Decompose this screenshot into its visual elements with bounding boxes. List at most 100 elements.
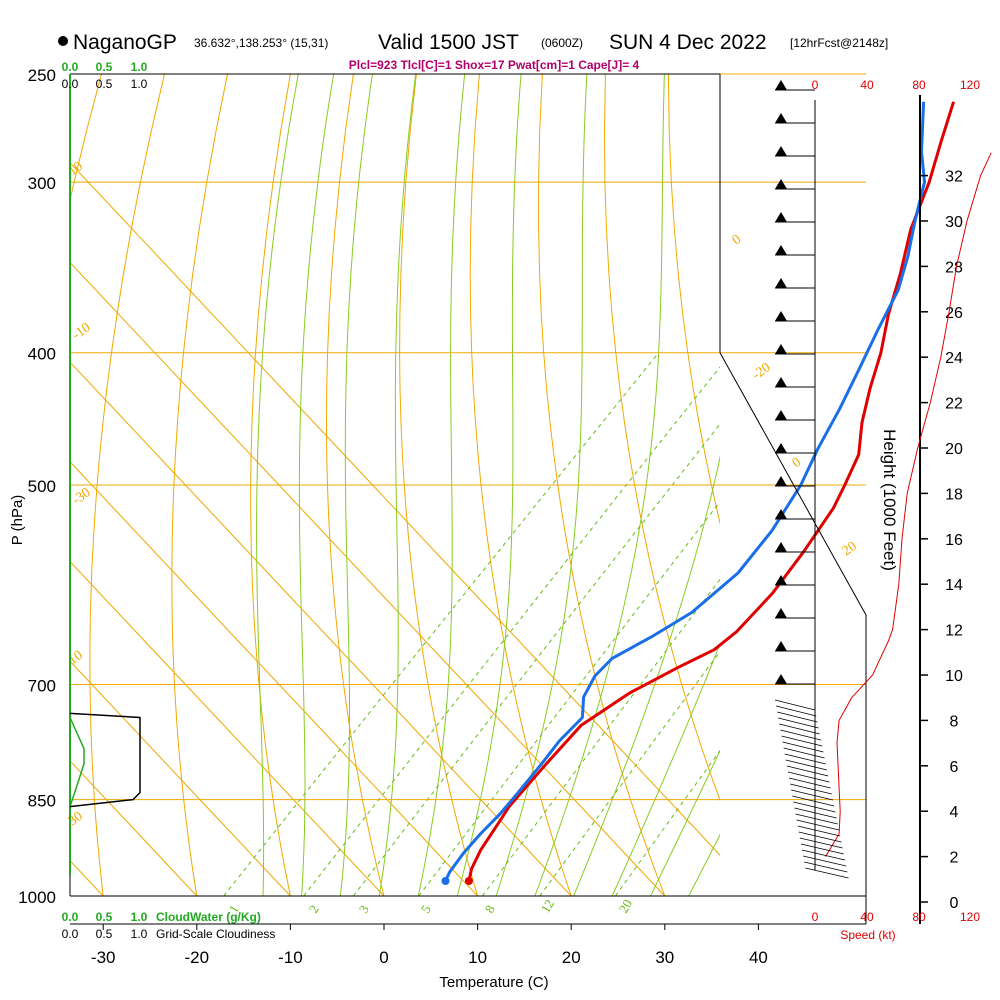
wind-speed-curve	[825, 152, 992, 857]
speed-top-label: 0	[812, 78, 819, 92]
wind-barb-low	[804, 861, 848, 873]
isobars	[70, 73, 866, 897]
pressure-tick-label: 500	[28, 477, 56, 496]
wind-barb-pennant	[775, 476, 787, 486]
dry-adiabat	[399, 74, 479, 896]
y-axis-title: P (hPa)	[9, 495, 26, 546]
cloud-water-top-label: 1.0	[131, 60, 148, 74]
speed-bottom-label: 120	[960, 910, 980, 924]
dry-adiabat	[603, 74, 720, 802]
cloud-water-line	[69, 717, 85, 807]
height-tick-label: 30	[945, 214, 963, 231]
wind-barb-low	[783, 747, 825, 759]
moist-adiabat	[534, 74, 665, 896]
height-tick-label: 8	[950, 713, 959, 730]
moist-adiabat	[611, 642, 720, 896]
wind-barb-low	[805, 867, 849, 879]
temperature-isotherm	[70, 161, 720, 856]
wind-barb-pennant	[775, 410, 787, 420]
cloudiness-bottom-label: 0.5	[96, 927, 113, 941]
dry-adiabat	[538, 74, 666, 896]
moist-adiabat	[649, 749, 720, 896]
moist-adiabat	[688, 833, 720, 896]
wind-barb-low	[800, 843, 844, 855]
speed-bottom-label: 0	[812, 910, 819, 924]
stability-indices: Plcl=923 Tlcl[C]=1 Shox=17 Pwat[cm]=1 Ca…	[349, 58, 640, 72]
dry-adiabat-label: 0	[790, 455, 804, 471]
wind-barb-pennant	[775, 80, 787, 90]
height-tick-label: 12	[945, 623, 963, 640]
dewpoint-profile	[444, 101, 926, 882]
cloud-water-bottom-label: 1.0	[131, 910, 148, 924]
cloudiness-top-label: 1.0	[131, 77, 148, 91]
station-marker-icon	[58, 36, 68, 46]
wind-barb-low	[796, 819, 840, 831]
wind-barb-pennant	[775, 311, 787, 321]
wind-barb-low	[792, 795, 835, 807]
height-tick-label: 28	[945, 259, 963, 276]
forecast-info: [12hrFcst@2148z]	[790, 36, 888, 50]
dry-adiabat-label: -30	[70, 485, 94, 508]
height-tick-label: 2	[950, 850, 959, 867]
wind-barb-pennant	[775, 641, 787, 651]
pressure-tick-label: 700	[28, 677, 56, 696]
wind-barb-pennant	[775, 113, 787, 123]
cloudiness-axis-title: Grid-Scale Cloudiness	[156, 927, 275, 941]
temperature-isotherm	[70, 760, 198, 896]
wind-barb-low	[779, 723, 820, 735]
mixing-ratio-label: 2	[306, 902, 322, 915]
temperature-isotherm	[70, 560, 385, 896]
dry-adiabat-label: 30	[66, 809, 86, 829]
wind-barb-low	[791, 789, 834, 801]
cloud-water-bottom-label: 0.0	[62, 910, 79, 924]
height-axis-title: Height (1000 Feet)	[880, 429, 899, 571]
wind-barb-low	[775, 705, 817, 717]
pressure-tick-label: 300	[28, 174, 56, 193]
wind-barb-low	[799, 837, 843, 849]
speed-bottom-label: 40	[860, 910, 874, 924]
wind-barb-low	[798, 831, 842, 843]
temperature-tick-label: 30	[655, 948, 674, 967]
dry-adiabat	[850, 0, 1000, 925]
dry-adiabat	[968, 0, 1000, 925]
wind-barb-pennant	[775, 377, 787, 387]
cloud-water-bottom-label: 0.5	[96, 910, 113, 924]
wind-barb-low	[778, 717, 819, 729]
pressure-tick-label: 850	[28, 792, 56, 811]
temperature-tick-label: 20	[562, 948, 581, 967]
dry-adiabat	[70, 74, 103, 203]
station-coords: 36.632°,138.253° (15,31)	[194, 36, 328, 50]
valid-utc: (0600Z)	[541, 36, 583, 50]
wind-barb-low	[793, 801, 836, 813]
wind-barb-low	[774, 699, 816, 711]
speed-top-label: 40	[860, 78, 874, 92]
cloud-panel: 0.0 0.0 0.0 0.0 0.5 0.5 0.5 0.5 1.0 1.0 1.0 1.0 Clou…	[62, 60, 276, 941]
moist-adiabat	[456, 74, 522, 896]
wind-barb-low	[782, 741, 824, 753]
wind-barb-pennant	[775, 212, 787, 222]
valid-date: SUN 4 Dec 2022	[609, 31, 767, 54]
height-tick-label: 32	[945, 169, 963, 186]
dry-adiabat	[250, 74, 291, 896]
mixing-ratio-label: 8	[482, 902, 498, 915]
height-tick-label: 10	[945, 668, 963, 685]
temperature-isotherm	[70, 859, 104, 896]
height-tick-label: 16	[945, 532, 963, 549]
height-tick-label: 6	[950, 759, 959, 776]
speed-axis-title: Speed (kt)	[840, 928, 895, 942]
temperature-tick-label: 0	[379, 948, 388, 967]
wind-barb-low	[786, 765, 829, 777]
wind-barb-low	[785, 759, 828, 771]
moist-adiabat	[573, 455, 720, 896]
cloud-water-top-label: 0.0	[62, 60, 79, 74]
wind-barb-pennant	[775, 245, 787, 255]
cloudiness-bottom-label: 1.0	[131, 927, 148, 941]
height-tick-label: 22	[945, 396, 963, 413]
dry-adiabat-label: 0	[730, 232, 744, 248]
wind-barb-low	[794, 807, 837, 819]
wind-barb-pennant	[775, 542, 787, 552]
cloudiness-line	[69, 712, 141, 808]
mixing-ratio-line	[481, 578, 720, 896]
height-tick-label: 24	[945, 350, 963, 367]
